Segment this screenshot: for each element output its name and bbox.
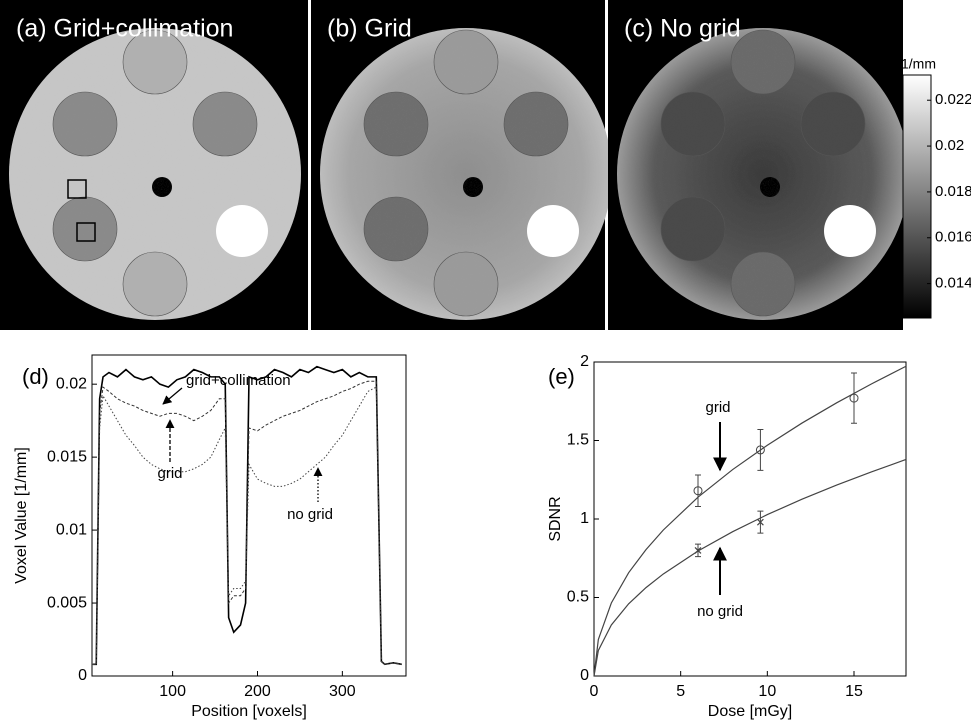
series-annotation: grid [157,465,182,482]
bright-insert [216,205,268,257]
insert [364,92,428,156]
y-axis-label: SDNR [547,496,564,541]
air-hole [463,177,483,197]
x-axis-label: Dose [mGy] [708,703,792,720]
insert [434,30,498,94]
colorbar-tick-label: 0.016 [935,229,971,246]
insert [434,252,498,316]
insert [801,92,865,156]
x-tick-label: 200 [244,683,271,700]
series-annotation: grid [705,399,730,416]
y-tick-label: 0.005 [47,594,87,611]
y-tick-label: 2 [580,353,589,370]
plot-frame [594,362,906,676]
panel-title: (a) Grid+collimation [16,15,233,43]
y-tick-label: 0.015 [47,448,87,465]
x-tick-label: 100 [159,683,186,700]
insert [504,92,568,156]
air-hole [152,177,172,197]
x-tick-label: 5 [676,683,685,700]
x-tick-label: 10 [758,683,776,700]
series-annotation: grid+collimation [186,372,291,389]
y-tick-label: 0.5 [567,589,589,606]
annotation-arrow [163,388,182,404]
x-tick-label: 15 [845,683,863,700]
panel-title: (c) No grid [624,15,741,43]
error-bar [757,430,763,471]
insert [731,252,795,316]
fit-curve [594,459,906,676]
phantom [320,28,612,320]
y-tick-label: 1 [580,510,589,527]
insert [53,92,117,156]
y-tick-label: 0.01 [56,521,87,538]
y-tick-label: 0.02 [56,375,87,392]
insert [364,197,428,261]
x-axis-label: Position [voxels] [191,703,307,720]
x-tick-label: 0 [590,683,599,700]
bright-insert [527,205,579,257]
y-tick-label: 0 [78,667,87,684]
x-tick-label: 300 [329,683,356,700]
y-axis-label: Voxel Value [1/mm] [13,447,30,584]
insert [53,197,117,261]
panel-title: (b) Grid [327,15,412,43]
phantom [9,28,301,320]
colorbar-tick-label: 0.014 [935,275,971,292]
phantom [617,28,909,320]
colorbar-tick-label: 0.02 [935,137,964,154]
profile-line [93,367,402,665]
y-tick-label: 0 [580,667,589,684]
colorbar-tick-label: 0.022 [935,91,971,108]
fit-curve [594,366,906,676]
series-annotation: no grid [697,603,743,620]
profile-line [93,381,402,664]
page: (a) Grid+collimation (b) Grid (c) No grid 1… [0,0,971,722]
insert [193,92,257,156]
y-tick-label: 1.5 [567,432,589,449]
series-annotation: no grid [287,506,333,523]
colorbar-tick-label: 0.018 [935,183,971,200]
figure: (a) Grid+collimation (b) Grid (c) No grid 1… [0,0,971,722]
panel-label: (e) [548,364,575,389]
error-bar [851,373,857,423]
image-panel: (a) Grid+collimation [0,0,308,330]
error-bar [695,475,701,506]
insert [661,92,725,156]
bright-insert [824,205,876,257]
insert [123,252,187,316]
insert [661,197,725,261]
image-panel: (c) No grid [608,0,909,330]
image-panel: (b) Grid [311,0,612,330]
colorbar [903,75,931,318]
air-hole [760,177,780,197]
colorbar-label: 1/mm [901,56,936,72]
panel-label: (d) [22,364,49,389]
